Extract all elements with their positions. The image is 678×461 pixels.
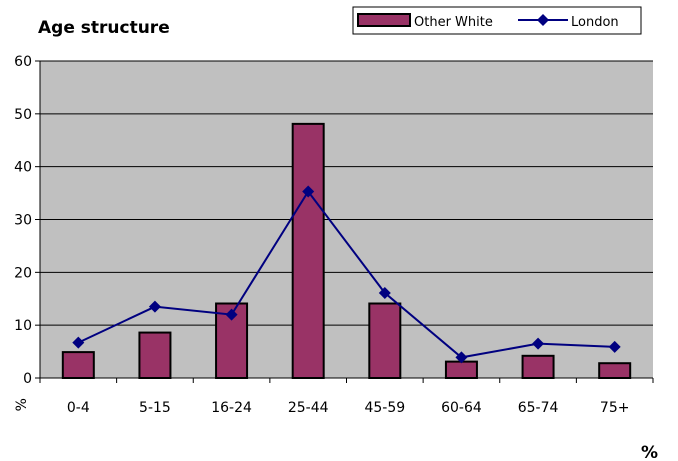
point-london: [72, 336, 85, 349]
point-london: [608, 340, 621, 353]
bar-other-white: [138, 331, 172, 379]
bar-other-white: [368, 302, 402, 380]
bar-other-white: [61, 351, 95, 379]
bar-other-white: [291, 122, 325, 379]
y-tick-label: 40: [14, 160, 32, 176]
x-tick-label: 5-15: [139, 400, 171, 416]
point-london: [148, 300, 161, 313]
y-axis-label: %: [14, 398, 30, 411]
legend-marker-london: [537, 14, 549, 26]
corner-percent-label: %: [641, 443, 658, 461]
point-london: [532, 337, 545, 350]
legend-label-other-white: Other White: [414, 15, 493, 30]
bar-other-white: [444, 360, 478, 380]
bar-series-other-white: [61, 122, 632, 380]
point-london: [455, 351, 468, 364]
point-london: [225, 308, 238, 321]
y-tick-label: 50: [14, 107, 32, 123]
x-tick-label: 75+: [600, 400, 630, 416]
y-tick-label: 10: [14, 318, 32, 334]
x-tick-label: 60-64: [441, 400, 482, 416]
x-tick-label: 0-4: [67, 400, 90, 416]
y-axis-ticks: 0 10 20 30 40 50 60: [14, 54, 40, 387]
line-london: [77, 189, 615, 359]
x-tick-label: 16-24: [211, 400, 252, 416]
line-series-london: [72, 185, 621, 364]
chart-title: Age structure: [38, 18, 170, 38]
y-tick-label: 60: [14, 54, 32, 70]
legend: Other White London: [352, 6, 642, 35]
y-tick-label: 0: [23, 371, 32, 387]
y-tick-label: 20: [14, 265, 32, 281]
bar-other-white: [521, 354, 555, 379]
legend-label-london: London: [571, 15, 619, 30]
y-tick-label: 30: [14, 213, 32, 229]
x-tick-label: 45-59: [364, 400, 405, 416]
point-london: [378, 286, 391, 299]
legend-swatch-other-white: [357, 13, 411, 27]
x-tick-label: 25-44: [288, 400, 329, 416]
point-london: [302, 185, 315, 198]
gridlines: [40, 60, 653, 326]
bar-other-white: [598, 362, 632, 379]
x-axis-ticks: 0-4 5-15 16-24 25-44 45-59 60-64 65-74 75+: [39, 378, 654, 416]
x-tick-label: 65-74: [518, 400, 559, 416]
